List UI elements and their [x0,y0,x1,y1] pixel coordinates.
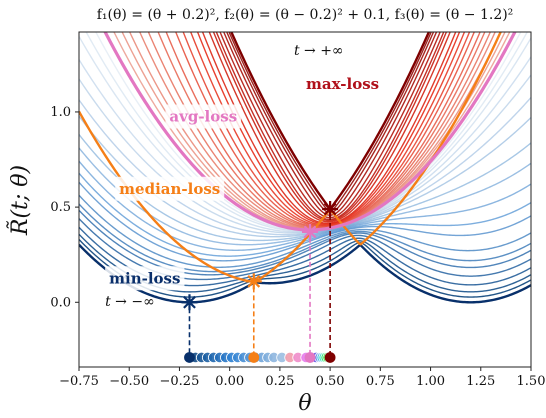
x-tick-label: 0.00 [215,374,244,389]
y-axis-label: R̃(t; θ) [7,165,33,236]
x-axis-label: θ [298,391,311,416]
median-loss-minimizer-star [245,273,262,290]
tilted-curve-positive-t [175,32,476,227]
max-loss-label-bg [302,72,384,97]
t-limit-label: t → +∞ [294,43,344,59]
axes: −0.75 −0.50 −0.25 0.00 0.25 0.50 0.75 1.00 1.25 1… [50,105,545,389]
x-tick-label: 1.00 [416,374,445,389]
tilted-curve-negative-t [79,181,531,262]
median-loss-minimizer-point [248,352,260,363]
x-tick-label: −0.25 [160,374,200,389]
avg-loss-minimizer-star [302,223,319,240]
chart-title: f₁(θ) = (θ + 0.2)², f₂(θ) = (θ − 0.2)² +… [97,7,514,23]
tilted-curve-negative-t [79,203,531,273]
x-tick-label: 0.25 [265,374,294,389]
y-tick-label: 0.5 [50,200,71,215]
median-loss-label-bg [115,176,225,201]
min-loss-minimizer-star [181,294,198,311]
median-loss-label: median-loss [119,180,220,198]
median-loss-curve [79,32,502,284]
tilted-curve-positive-t [165,32,481,228]
min-loss-label: min-loss [109,269,180,287]
x-tick-label: −0.75 [59,374,99,389]
y-tick-label: 0.0 [50,295,71,310]
tilted-curve-positive-t [208,32,451,223]
tilted-curve-negative-t [79,209,531,276]
tilted-curve-positive-t [219,32,441,219]
min-loss-minimizer-point [184,352,195,363]
min-loss-curve [79,243,531,304]
tilted-curve-positive-t [228,32,432,212]
max-loss-minimizer-star [322,201,339,218]
tilted-curve-positive-t [225,32,435,214]
tilted-curve-positive-t [215,32,445,221]
max-loss-label: max-loss [306,75,379,93]
y-tick-label: 1.0 [50,105,71,120]
tilted-curve-positive-t [222,32,438,216]
tilted-curve-positive-t [212,32,448,222]
avg-loss-label-bg [165,104,242,129]
tilted-curve-negative-t [79,74,531,234]
avg-loss-label: avg-loss [169,107,237,125]
min-loss-label-bg [105,266,185,291]
x-tick-label: 0.75 [366,374,395,389]
max-loss-minimizer-point [324,352,336,363]
x-tick-label: −0.50 [109,374,149,389]
x-tick-label: 1.50 [517,374,546,389]
x-tick-label: 0.50 [316,374,345,389]
max-loss-curve [230,32,431,210]
t-limit-label: t → −∞ [105,294,155,310]
avg-loss-curve [103,32,517,232]
x-tick-label: 1.25 [466,374,495,389]
tilted-curve-positive-t [182,32,471,227]
overlay-layer: t → +∞ max-loss avg-loss median-loss min-los… [105,43,384,364]
curve-layer [79,32,531,304]
tilted-curve-negative-t [79,238,531,298]
avg-loss-minimizer-point [304,352,316,363]
plot-frame [78,31,532,368]
tilted-curve-negative-t [79,194,531,268]
tilted-curve-positive-t [189,32,466,226]
tilted-curve-positive-t [196,32,461,225]
